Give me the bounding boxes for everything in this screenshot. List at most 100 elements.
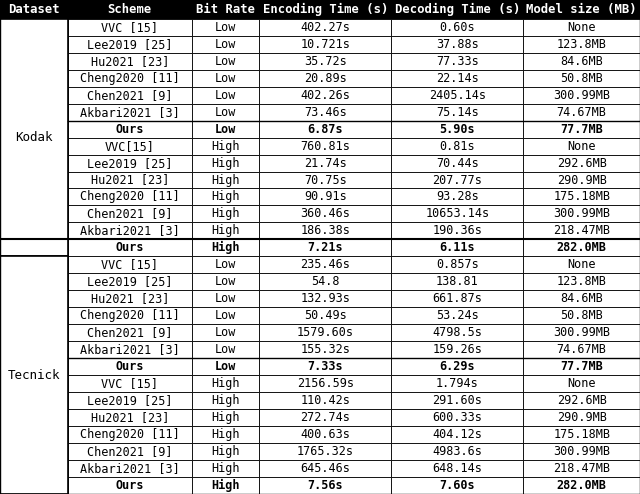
Bar <box>68 290 192 307</box>
Text: Cheng2020 [11]: Cheng2020 [11] <box>80 72 180 84</box>
Text: 300.99MB: 300.99MB <box>553 326 610 339</box>
Text: Cheng2020 [11]: Cheng2020 [11] <box>80 309 180 322</box>
Text: 300.99MB: 300.99MB <box>553 445 610 458</box>
Bar <box>524 0 640 19</box>
Bar <box>68 256 192 273</box>
Text: 110.42s: 110.42s <box>300 394 350 407</box>
Text: Dataset: Dataset <box>8 3 60 16</box>
Text: 73.46s: 73.46s <box>304 106 347 119</box>
Bar <box>259 307 392 324</box>
Text: VVC [15]: VVC [15] <box>101 258 158 271</box>
Text: 0.857s: 0.857s <box>436 258 479 271</box>
Bar <box>0 460 68 477</box>
Bar <box>392 324 524 341</box>
Text: None: None <box>568 140 596 153</box>
Text: Low: Low <box>215 38 236 51</box>
Text: 175.18MB: 175.18MB <box>553 428 610 441</box>
Text: Ours: Ours <box>115 479 144 492</box>
Text: 6.87s: 6.87s <box>308 123 343 135</box>
Bar <box>259 443 392 460</box>
Text: 600.33s: 600.33s <box>433 411 483 424</box>
Bar <box>524 138 640 155</box>
Text: Ours: Ours <box>115 123 144 135</box>
Bar <box>0 222 68 240</box>
Bar <box>192 206 259 222</box>
Bar <box>0 206 68 222</box>
Text: Chen2021 [9]: Chen2021 [9] <box>87 445 172 458</box>
Text: 0.81s: 0.81s <box>440 140 475 153</box>
Text: 1765.32s: 1765.32s <box>297 445 354 458</box>
Text: Kodak: Kodak <box>15 131 52 144</box>
Text: 1579.60s: 1579.60s <box>297 326 354 339</box>
Bar <box>524 256 640 273</box>
Text: Akbari2021 [3]: Akbari2021 [3] <box>80 106 180 119</box>
Text: High: High <box>211 411 240 424</box>
Bar <box>0 477 68 494</box>
Bar <box>192 256 259 273</box>
Text: Low: Low <box>215 123 236 135</box>
Text: Low: Low <box>215 106 236 119</box>
Text: VVC [15]: VVC [15] <box>101 377 158 390</box>
Text: 7.56s: 7.56s <box>308 479 343 492</box>
Text: Chen2021 [9]: Chen2021 [9] <box>87 207 172 220</box>
Text: 272.74s: 272.74s <box>300 411 350 424</box>
Bar <box>192 426 259 443</box>
Bar <box>68 171 192 189</box>
Bar <box>392 307 524 324</box>
Bar <box>192 222 259 240</box>
Bar <box>524 104 640 121</box>
Text: Low: Low <box>215 72 236 84</box>
Bar <box>524 324 640 341</box>
Text: High: High <box>211 445 240 458</box>
Bar <box>192 324 259 341</box>
Text: 4798.5s: 4798.5s <box>433 326 483 339</box>
Bar <box>392 206 524 222</box>
Text: 77.7MB: 77.7MB <box>560 123 603 135</box>
Text: 6.11s: 6.11s <box>440 242 475 254</box>
Bar <box>524 240 640 256</box>
Text: 360.46s: 360.46s <box>300 207 350 220</box>
Text: Hu2021 [23]: Hu2021 [23] <box>90 411 169 424</box>
Bar <box>68 155 192 171</box>
Bar <box>259 53 392 70</box>
Text: 282.0MB: 282.0MB <box>557 242 607 254</box>
Bar <box>259 171 392 189</box>
Bar <box>192 53 259 70</box>
Text: 0.60s: 0.60s <box>440 21 475 34</box>
Bar <box>392 36 524 53</box>
Bar <box>192 36 259 53</box>
Bar <box>68 324 192 341</box>
Text: 400.63s: 400.63s <box>300 428 350 441</box>
Bar <box>192 358 259 375</box>
Bar <box>259 240 392 256</box>
Bar <box>392 171 524 189</box>
Bar <box>392 121 524 138</box>
Text: 207.77s: 207.77s <box>433 173 483 187</box>
Bar <box>524 307 640 324</box>
Text: High: High <box>211 173 240 187</box>
Bar <box>68 0 192 19</box>
Bar <box>0 0 68 19</box>
Text: Akbari2021 [3]: Akbari2021 [3] <box>80 343 180 356</box>
Bar <box>192 121 259 138</box>
Bar <box>392 0 524 19</box>
Bar <box>392 409 524 426</box>
Bar <box>524 477 640 494</box>
Bar <box>0 36 68 53</box>
Bar <box>524 171 640 189</box>
Text: 300.99MB: 300.99MB <box>553 88 610 102</box>
Bar <box>68 121 192 138</box>
Bar <box>0 307 68 324</box>
Text: 404.12s: 404.12s <box>433 428 483 441</box>
Bar <box>259 121 392 138</box>
Text: High: High <box>211 224 240 238</box>
Bar <box>259 358 392 375</box>
Bar <box>192 86 259 104</box>
Text: Akbari2021 [3]: Akbari2021 [3] <box>80 224 180 238</box>
Bar <box>524 36 640 53</box>
Text: 84.6MB: 84.6MB <box>560 55 603 68</box>
Bar <box>68 307 192 324</box>
Bar <box>68 70 192 86</box>
Text: 402.27s: 402.27s <box>300 21 350 34</box>
Text: 175.18MB: 175.18MB <box>553 191 610 204</box>
